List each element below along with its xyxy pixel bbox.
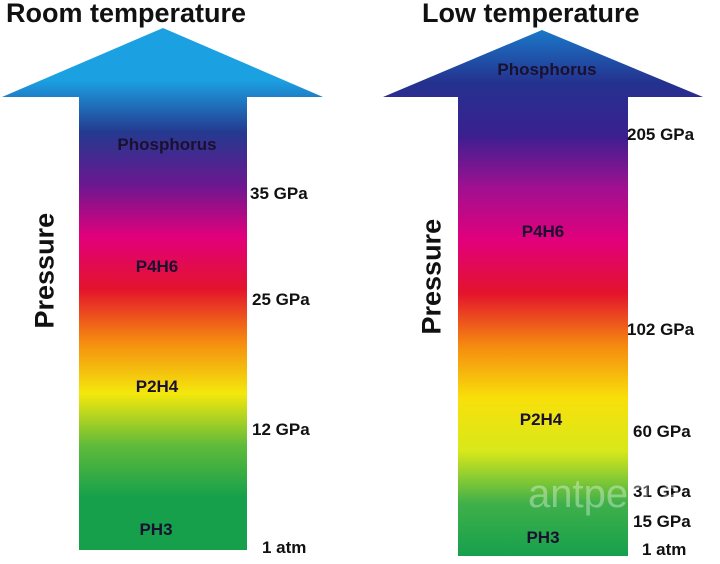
pressure-label: 12 GPa — [252, 420, 310, 439]
phase-label: Phosphorus — [117, 135, 217, 154]
phase-label: PH3 — [526, 528, 560, 547]
pressure-label: 15 GPa — [633, 512, 691, 531]
phase-label: P2H4 — [135, 377, 179, 396]
pressure-label: 31 GPa — [633, 482, 691, 501]
axis-label-pressure: Pressure — [29, 212, 60, 329]
phase-label: P4H6 — [135, 257, 179, 276]
panel-title-room: Room temperature — [6, 0, 247, 28]
pressure-label: 35 GPa — [250, 184, 308, 203]
watermark-logo: antpedia — [528, 472, 682, 516]
pressure-label: 60 GPa — [633, 422, 691, 441]
low-temperature-arrow — [383, 30, 703, 556]
pressure-label: 205 GPa — [627, 125, 695, 144]
axis-label-pressure: Pressure — [416, 218, 447, 335]
pressure-label: 1 atm — [262, 538, 307, 557]
phase-label: P2H4 — [519, 410, 563, 429]
phase-label: P4H6 — [521, 222, 565, 241]
phase-label: PH3 — [139, 520, 173, 539]
pressure-label: 102 GPa — [627, 320, 695, 339]
panel-title-low: Low temperature — [422, 0, 640, 28]
pressure-label: 25 GPa — [252, 290, 310, 309]
pressure-label: 1 atm — [642, 540, 687, 559]
room-temperature-arrow — [2, 28, 323, 550]
phase-label: Phosphorus — [497, 60, 597, 79]
